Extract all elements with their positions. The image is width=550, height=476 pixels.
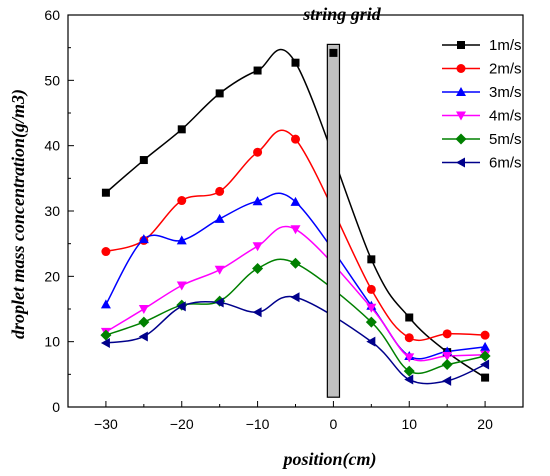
legend-marker-3m/s [456, 87, 466, 96]
point-5m/s [479, 350, 491, 362]
point-2m/s [177, 196, 187, 206]
point-5m/s [100, 329, 112, 341]
y-tick-label: 0 [52, 399, 60, 415]
point-5m/s [403, 365, 415, 377]
string-grid-annotation: string grid [302, 4, 382, 24]
x-tick-label: 0 [330, 416, 338, 432]
point-6m/s [366, 336, 376, 347]
point-6m/s [138, 331, 148, 342]
legend-label-3m/s: 3m/s [489, 84, 522, 101]
curve-5m/s [105, 258, 486, 375]
point-6m/s [290, 292, 300, 303]
x-tick-label: −20 [170, 416, 194, 432]
y-tick-label: 60 [44, 7, 60, 23]
point-6m/s [404, 374, 414, 385]
point-1m/s [139, 156, 148, 165]
point-2m/s [442, 329, 452, 339]
point-4m/s [404, 353, 415, 363]
point-6m/s [480, 359, 490, 370]
point-5m/s [365, 316, 377, 328]
point-2m/s [101, 247, 111, 257]
point-2m/s [253, 147, 263, 157]
curve-4m/s [105, 225, 486, 362]
point-6m/s [214, 297, 224, 308]
point-3m/s [176, 235, 187, 245]
legend-label-4m/s: 4m/s [489, 108, 522, 125]
string-grid-bar [326, 43, 341, 398]
point-3m/s [100, 299, 111, 309]
legend-marker-1m/s [457, 41, 465, 49]
x-tick-label: −10 [246, 416, 270, 432]
curve-2m/s [105, 129, 486, 342]
x-axis-title: position(cm) [282, 449, 377, 470]
fitted-curves [105, 48, 486, 385]
point-4m/s [252, 242, 263, 252]
legend-marker-5m/s [455, 133, 467, 145]
point-1m/s [177, 125, 186, 134]
point-3m/s [214, 213, 225, 223]
point-1m/s [291, 58, 300, 67]
point-5m/s [252, 262, 264, 274]
legend-label-1m/s: 1m/s [489, 37, 522, 54]
point-1m/s [367, 255, 376, 264]
x-tick-label: −30 [94, 416, 118, 432]
legend-marker-2m/s [456, 64, 466, 73]
y-tick-label: 40 [44, 138, 60, 154]
point-2m/s [404, 333, 414, 343]
point-4m/s [138, 305, 149, 314]
y-axis-title: droplet mass concentration(g/m3) [8, 89, 29, 339]
point-1m/s [253, 66, 262, 75]
y-tick-label: 20 [44, 268, 60, 284]
axes: −30 −20 −10 0 10 20 0 10 20 30 40 50 60 [44, 7, 524, 432]
point-2m/s [215, 186, 225, 196]
y-tick-label: 50 [44, 72, 60, 88]
point-1m/s [481, 373, 490, 382]
plot-frame [67, 14, 524, 408]
legend-label-5m/s: 5m/s [489, 131, 522, 148]
point-2m/s [291, 134, 300, 144]
legend-label-2m/s: 2m/s [489, 61, 522, 78]
point-6m/s [442, 375, 452, 386]
legend-marker-6m/s [456, 157, 465, 168]
point-1m/s [215, 89, 224, 98]
point-5m/s [290, 257, 301, 269]
point-1m/s [405, 313, 414, 322]
point-4m/s [290, 225, 301, 235]
point-6m/s [176, 301, 186, 312]
point-4m/s [366, 303, 377, 313]
point-6m/s [252, 307, 262, 318]
point-3m/s [480, 341, 491, 351]
point-4m/s [176, 281, 187, 291]
x-tick-label: 10 [401, 416, 417, 432]
point-5m/s [138, 316, 150, 328]
curve-3m/s [105, 192, 486, 360]
point-6m/s [100, 337, 110, 348]
point-1m/s [101, 188, 110, 197]
string-grid-bar-group [326, 43, 341, 398]
point-2m/s [366, 284, 376, 294]
y-tick-label: 10 [44, 334, 60, 350]
point-5m/s [441, 359, 453, 371]
x-tick-label: 20 [477, 416, 493, 432]
point-1m/s [329, 48, 338, 57]
legend-marker-4m/s [456, 111, 466, 121]
point-3m/s [252, 196, 263, 206]
data-markers [100, 48, 491, 386]
curve-1m/s [105, 48, 486, 379]
point-4m/s [214, 265, 225, 275]
point-3m/s [138, 234, 149, 244]
curve-6m/s [105, 295, 486, 385]
y-tick-label: 30 [44, 203, 60, 219]
point-2m/s [480, 330, 490, 340]
point-3m/s [290, 196, 301, 206]
legend: 1m/s 2m/s 3m/s 4m/s 5m/s 6m/s [442, 37, 522, 172]
legend-label-6m/s: 6m/s [489, 155, 522, 172]
point-4m/s [442, 352, 453, 362]
